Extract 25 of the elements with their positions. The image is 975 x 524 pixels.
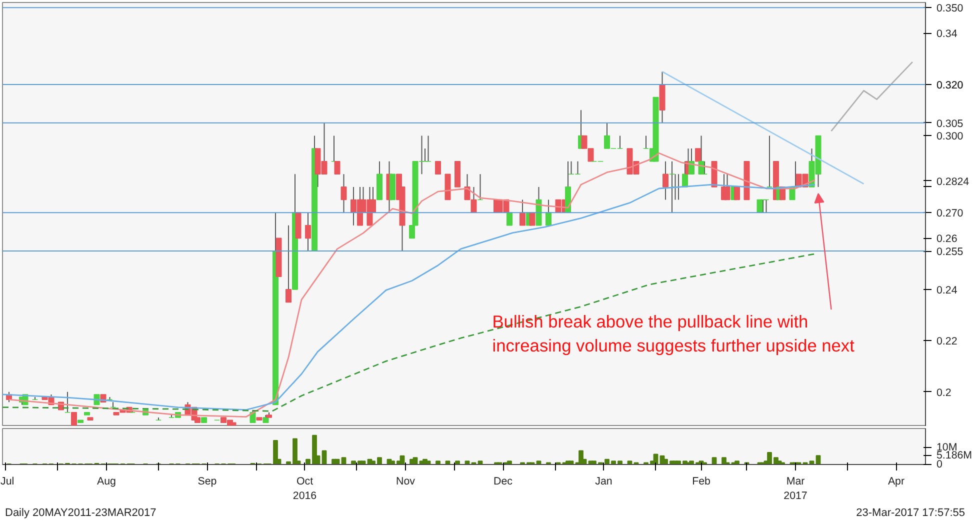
ref-line-label: 0.320 xyxy=(936,79,964,92)
x-tick-label: Jul xyxy=(0,476,14,488)
x-tick-label: Sep xyxy=(198,476,217,488)
y-tick-label: 0 xyxy=(936,458,942,470)
x-tick-label: Dec xyxy=(494,476,514,488)
y-tick-label: 0.22 xyxy=(936,336,958,348)
y-tick-label: 0.24 xyxy=(936,284,958,296)
text: 23-Mar-2017 17:57:55 xyxy=(856,506,965,520)
ref-line-label: 0.255 xyxy=(936,246,964,258)
y-tick-label: 0.26 xyxy=(936,233,958,246)
y-tick-label: 0.2 xyxy=(936,386,952,399)
x-tick-label: Mar 2017 xyxy=(784,476,808,502)
ref-line-label: 0.350 xyxy=(936,2,964,15)
x-tick-label: Apr xyxy=(888,476,905,488)
text: Daily 20MAY2011-23MAR2017 xyxy=(5,506,156,520)
x-tick-label: Nov xyxy=(396,476,416,488)
ref-line-label: 0.305 xyxy=(936,118,964,130)
x-tick-label: Oct 2016 xyxy=(292,476,317,502)
x-tick-label: Aug xyxy=(97,476,116,488)
y-tick-label: 0.300 xyxy=(936,130,964,143)
ref-line-label: 0.270 xyxy=(936,208,964,220)
y-tick-label: 0.2824 xyxy=(936,176,970,188)
x-tick-label: Feb xyxy=(692,476,711,488)
y-tick-label: 0.34 xyxy=(936,28,958,40)
x-tick-label: Jan xyxy=(595,476,612,488)
